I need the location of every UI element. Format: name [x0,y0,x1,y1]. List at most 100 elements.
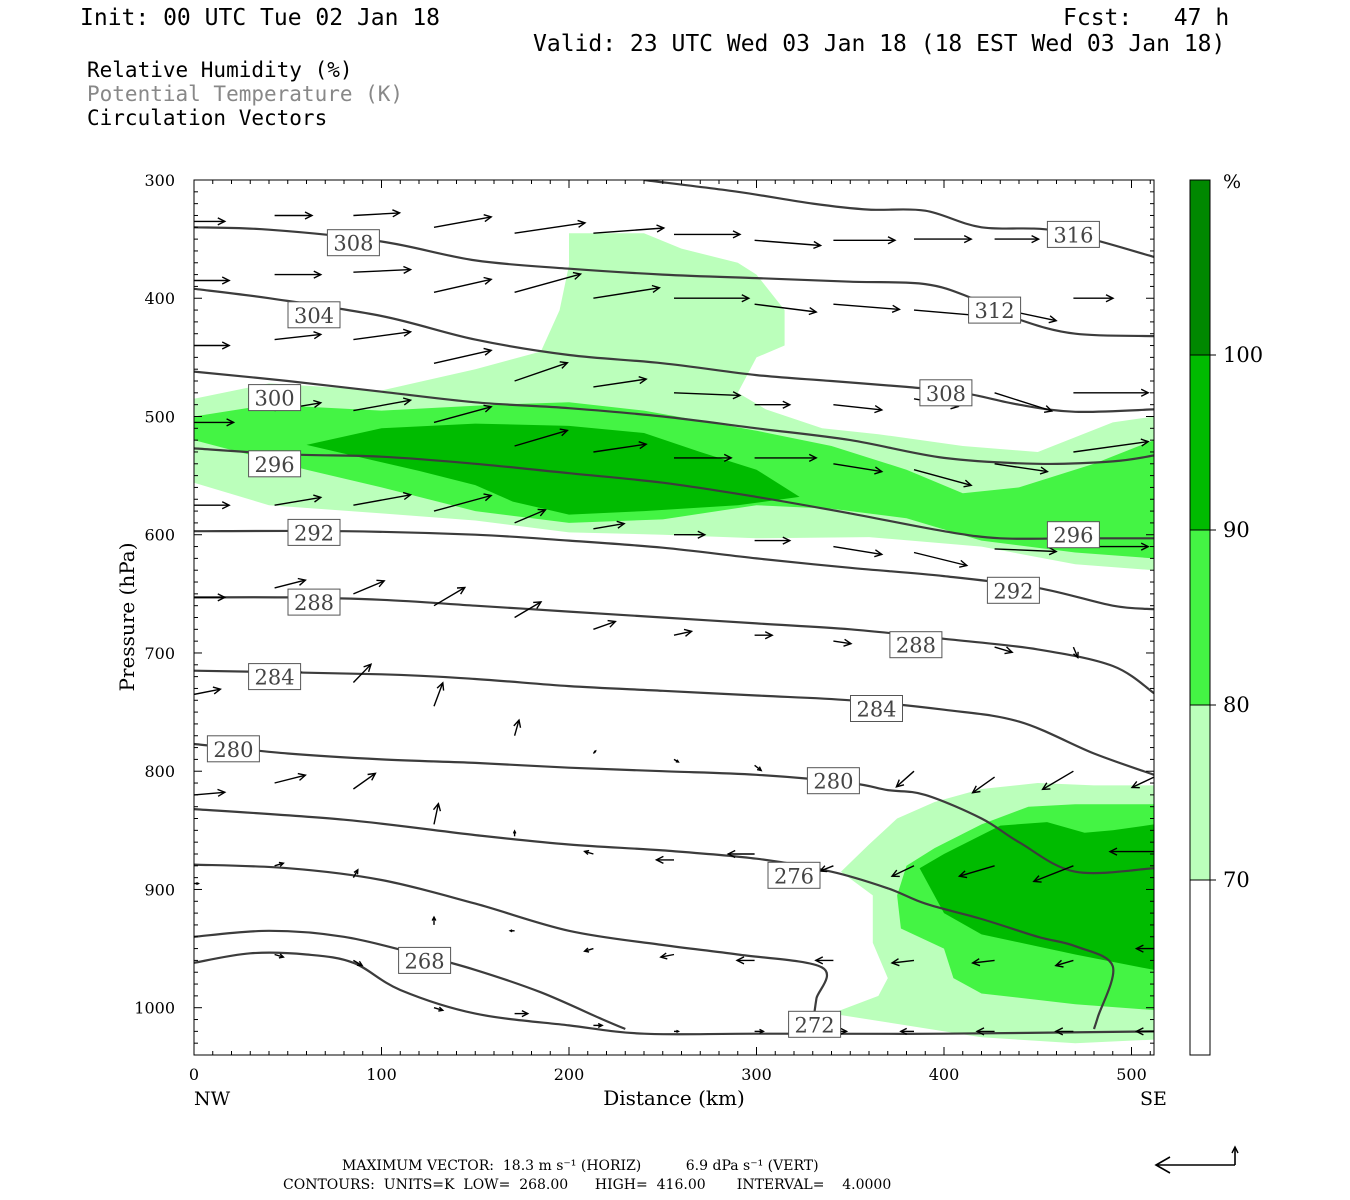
vector-head [808,453,818,463]
theta-contour-288 [194,596,1154,695]
vector-shaft [433,349,492,364]
circulation-vector [1130,776,1154,789]
vector-shaft [660,953,675,958]
colorbar-frame [1189,179,1211,1056]
circulation-vector [433,214,493,228]
vector-shaft [353,331,411,341]
vector-shaft [994,463,1048,473]
vector-shaft [194,791,225,796]
y-tick-label: 900 [144,880,175,899]
circulation-vector [1054,959,1074,968]
circulation-vector [754,303,818,316]
theta-label-292: 292 [986,576,1040,604]
y-tick-label: 300 [144,171,175,190]
vector-shaft [994,646,1013,653]
vector-head [1140,438,1150,447]
vector-head [887,236,897,245]
vector-head [431,915,437,921]
vector-shaft [972,959,995,964]
vector-head [1134,1027,1144,1036]
vector-shaft [833,303,900,311]
theta-label-text: 308 [333,232,373,256]
vector-head [890,958,900,967]
circulation-vector [512,829,517,837]
vector-head [741,294,751,303]
y-tick-label: 800 [144,762,175,781]
theta-label-300: 300 [248,384,302,412]
vector-shaft [1055,959,1074,967]
vector-head [840,1027,849,1035]
theta-contour-276 [194,808,1115,1030]
vector-head [403,265,413,275]
vector-shaft [673,392,741,397]
vector-shaft [433,216,492,228]
vector-shaft [514,362,568,382]
y-tick-label: 600 [144,526,175,545]
vector-head [217,593,227,602]
circulation-vector [971,958,995,967]
circulation-vector [1041,770,1074,791]
circulation-vector [754,400,792,409]
vector-head [874,405,884,414]
theta-label-268: 268 [398,946,452,974]
vector-head [278,953,285,959]
circulation-vector [433,276,493,293]
circulation-vector [754,536,792,545]
colorbar-segment [1190,705,1210,880]
circulation-vector [353,491,413,506]
vector-head [483,347,493,356]
vector-shaft [514,509,546,524]
vector-shaft [754,303,817,313]
vector-head [196,881,201,886]
max-vector-text: MAXIMUM VECTOR: 18.3 m s⁻¹ (HORIZ) 6.9 d… [342,1158,819,1174]
colorbar-unit: % [1223,171,1241,193]
vector-head [559,428,569,437]
vector-head [963,234,973,244]
vector-head [436,681,445,691]
vector-head [278,861,285,867]
circulation-vector [274,270,323,279]
x-tick-label: 0 [189,1065,199,1084]
vector-shaft [353,494,411,506]
vector-head [297,772,307,781]
circulation-vector [654,855,674,865]
vector-head [1039,466,1049,475]
vector-shaft [833,463,882,473]
circulation-vector [274,331,323,341]
theta-label-box [788,1010,842,1038]
theta-label-308: 308 [326,229,380,257]
vector-head [432,802,442,812]
vector-head [732,230,742,239]
vector-head [313,494,323,503]
vector-head [782,400,792,409]
circulation-vector [433,347,493,364]
vector-shaft [514,429,568,447]
vector-head [521,1009,530,1018]
x-axis-label: Distance (km) [603,1086,745,1110]
x-tick-label: 200 [554,1065,585,1084]
vector-shaft [1131,776,1154,789]
theta-label-box [986,576,1040,604]
vector-shaft [514,601,542,619]
theta-contour-308 [194,287,1154,414]
vector-head [402,397,413,406]
vector-head [1073,651,1079,659]
vector-shaft [593,378,647,388]
vector-head [483,404,493,413]
circulation-vector [833,638,853,647]
theta-label-280: 280 [806,767,860,795]
vector-shaft [513,719,520,736]
vector-head [723,453,733,463]
vector-shaft [433,406,492,424]
circulation-vector [514,428,569,447]
vector-shaft [754,239,821,247]
vector-shaft [593,620,616,630]
vector-shaft [593,443,647,453]
vector-shaft [353,580,385,595]
circulation-vector [194,501,231,510]
relative-humidity-shading [194,233,1154,1044]
circulation-vector [514,508,547,524]
circulation-vector [513,718,522,736]
vector-head [697,530,707,539]
circulation-vector [674,230,742,239]
